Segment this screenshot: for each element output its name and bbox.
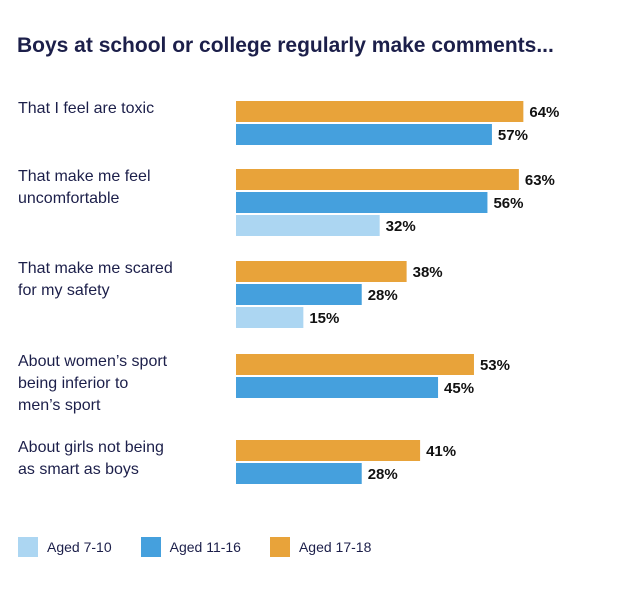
data-label: 57%	[498, 127, 528, 144]
category-label-line: About girls not being	[18, 439, 164, 456]
data-label: 56%	[493, 195, 523, 212]
data-label: 45%	[444, 380, 474, 397]
bar	[236, 377, 439, 398]
bar	[236, 101, 524, 122]
bar	[236, 354, 474, 375]
category-label-line: That make me scared	[18, 260, 173, 277]
category-label-line: being inferior to	[18, 375, 128, 392]
category-label-line: That I feel are toxic	[18, 100, 154, 117]
legend-item-aged-7-10: Aged 7-10	[18, 537, 112, 557]
legend-item-aged-17-18: Aged 17-18	[269, 537, 372, 557]
legend-swatch	[140, 537, 161, 557]
legend-swatch	[269, 537, 290, 557]
bar	[236, 192, 488, 213]
category-label: About girls not being as smart as boys	[18, 439, 164, 478]
category-label-line: About women’s sport	[18, 353, 168, 370]
data-label: 28%	[368, 466, 398, 483]
data-label: 63%	[525, 172, 555, 189]
chart-legend: Aged 7-10 Aged 11-16 Aged 17-18	[18, 537, 400, 557]
bar	[236, 440, 421, 461]
legend-label: Aged 17-18	[298, 539, 372, 555]
data-label: 32%	[386, 218, 416, 235]
category-label: That I feel are toxic	[18, 100, 154, 117]
bar	[236, 169, 519, 190]
bar	[236, 261, 407, 282]
category-label: That make me scared for my safety	[18, 260, 173, 299]
data-label: 53%	[480, 357, 510, 374]
legend-label: Aged 11-16	[169, 539, 241, 555]
data-label: 15%	[309, 310, 339, 327]
data-label: 28%	[368, 287, 398, 304]
legend-label: Aged 7-10	[47, 539, 112, 555]
data-label: 38%	[413, 264, 443, 281]
bar	[236, 307, 304, 328]
category-label-line: for my safety	[18, 282, 110, 299]
data-label: 64%	[529, 104, 559, 121]
category-label-line: That make me feel	[18, 168, 151, 185]
legend-swatch	[18, 537, 38, 557]
category-label: About women’s sport being inferior to men’…	[18, 353, 168, 414]
category-label-line: men’s sport	[18, 397, 101, 414]
category-label: That make me feel uncomfortable	[18, 168, 151, 207]
legend-item-aged-11-16: Aged 11-16	[140, 537, 241, 557]
bar	[236, 124, 492, 145]
category-label-line: uncomfortable	[18, 190, 119, 207]
bar	[236, 463, 362, 484]
data-label: 41%	[426, 443, 456, 460]
bar	[236, 284, 362, 305]
bar	[236, 215, 380, 236]
category-label-line: as smart as boys	[18, 461, 139, 478]
chart-title: Boys at school or college regularly make…	[17, 34, 554, 57]
